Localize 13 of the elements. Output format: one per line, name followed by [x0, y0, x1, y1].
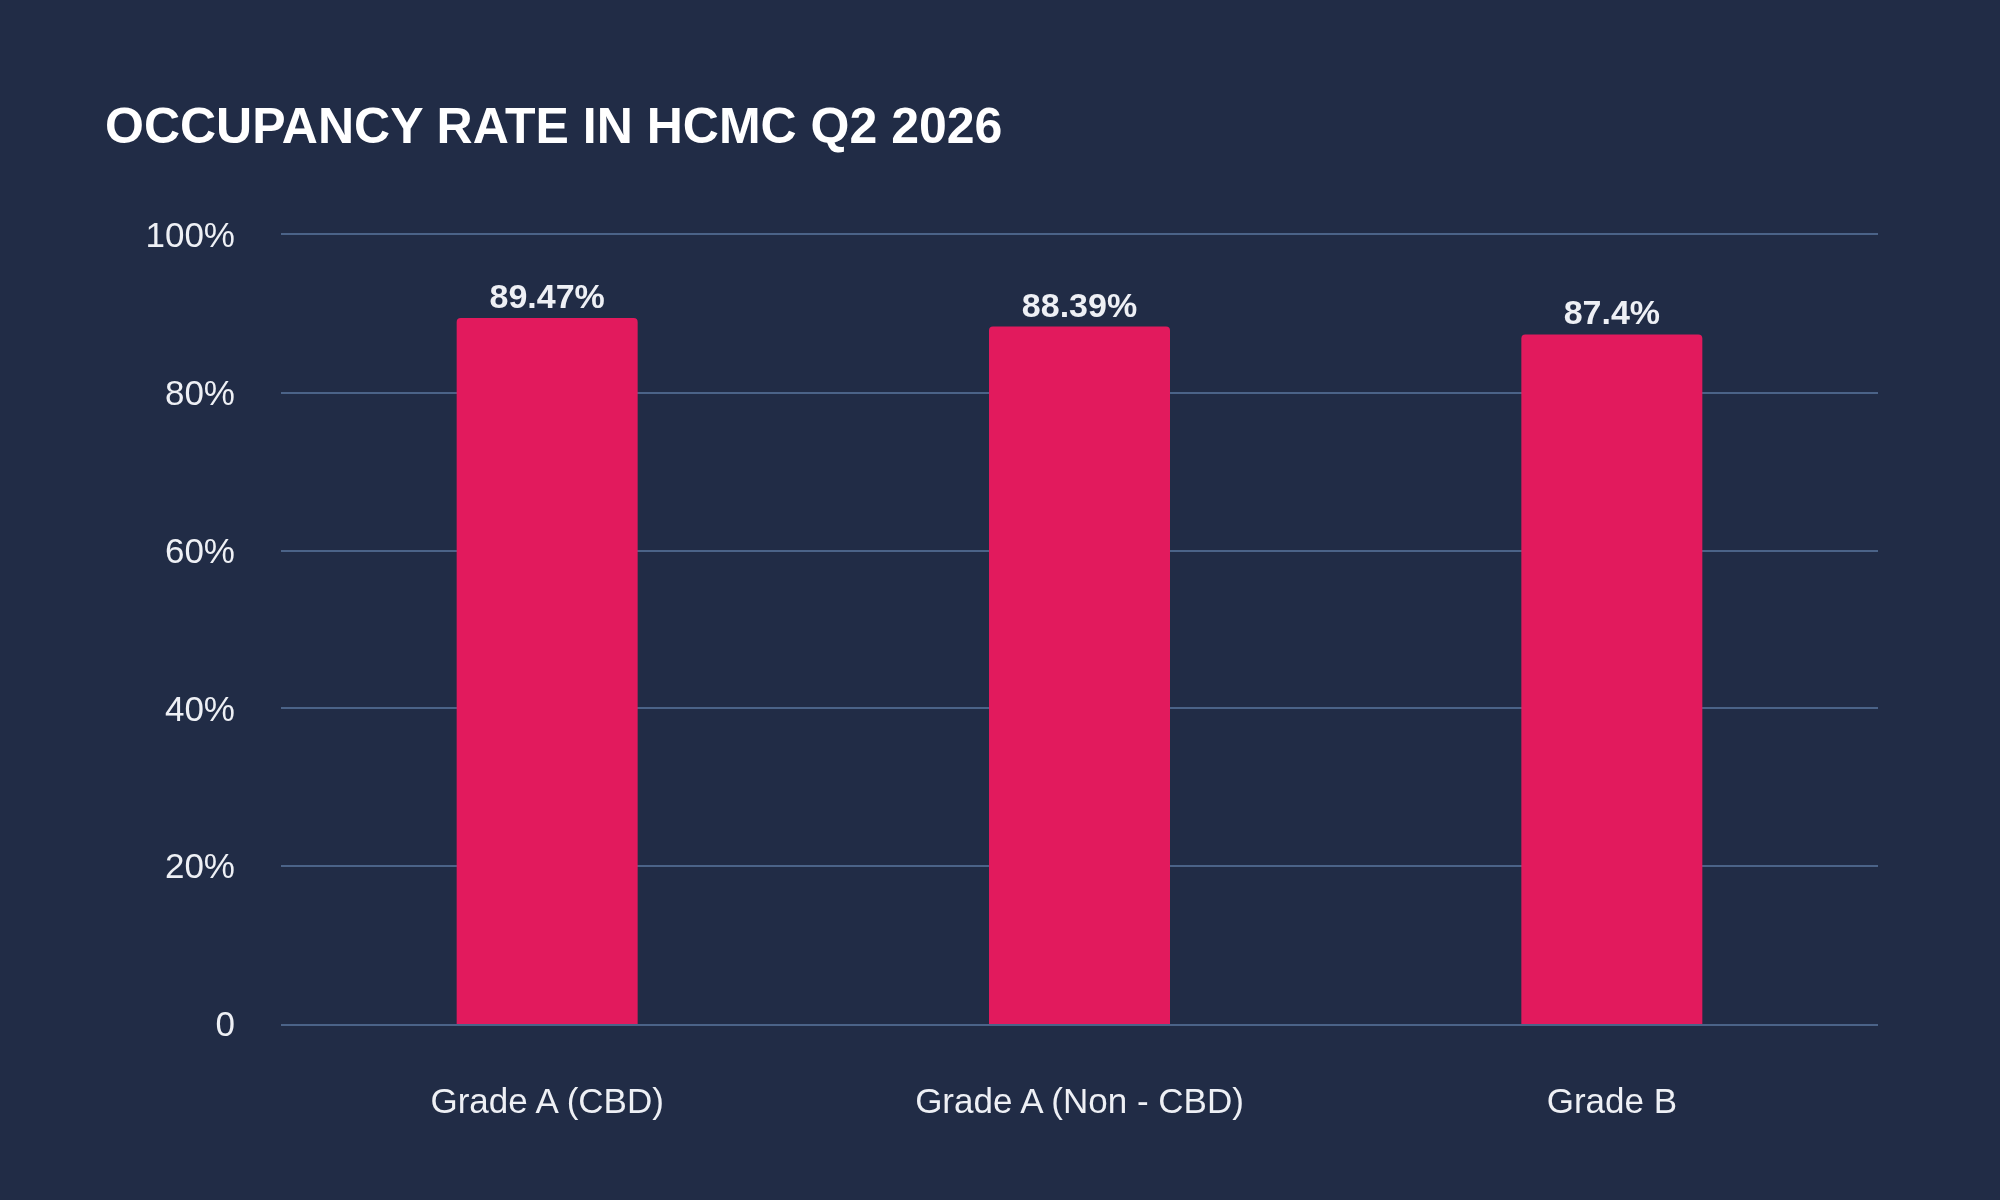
- y-tick-label: 100%: [145, 215, 235, 255]
- y-tick-label: 20%: [164, 846, 235, 886]
- x-tick-label: Grade A (Non - CBD): [915, 1080, 1244, 1120]
- y-tick-label: 0: [215, 1004, 235, 1044]
- data-label: 87.4%: [1563, 293, 1661, 332]
- data-label: 89.47%: [489, 277, 605, 316]
- y-tick-label: 80%: [164, 373, 235, 413]
- x-tick-label: Grade B: [1546, 1080, 1678, 1120]
- data-label: 88.39%: [1021, 285, 1138, 324]
- x-tick-label: Grade A (CBD): [430, 1080, 664, 1120]
- y-tick-label: 40%: [164, 688, 235, 728]
- y-tick-label: 60%: [164, 530, 235, 570]
- chart-title: OCCUPANCY RATE IN HCMC Q2 2026: [105, 97, 1003, 154]
